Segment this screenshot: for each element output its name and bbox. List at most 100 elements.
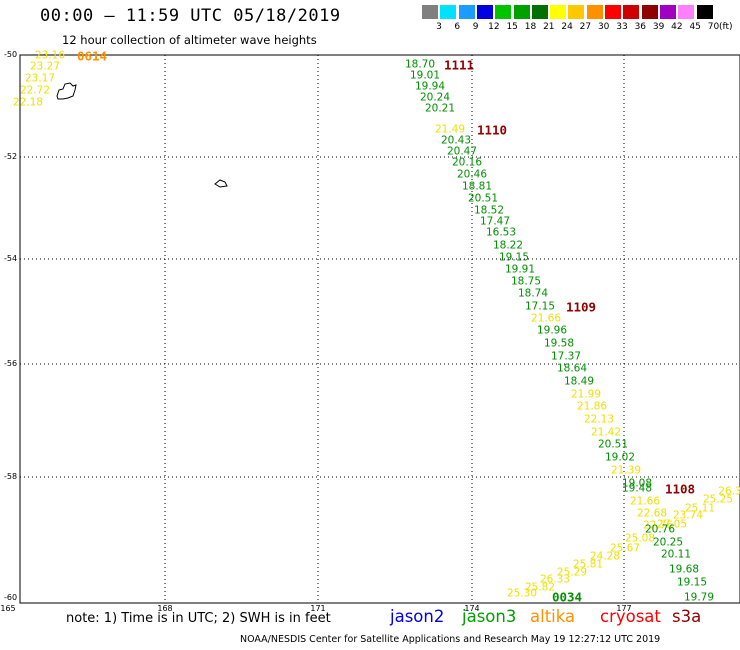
legend-level: 18 — [524, 22, 537, 32]
wave-height-value: 25.67 — [609, 542, 641, 555]
legend-swatch — [422, 5, 438, 19]
legend-swatch — [495, 5, 512, 19]
bounty-rock — [214, 179, 228, 188]
longitude-label: 168 — [157, 604, 173, 613]
wave-height-value: 20.46 — [456, 168, 488, 181]
wave-height-value: 21.42 — [590, 426, 622, 439]
latitude-label: -50 — [4, 50, 18, 59]
wave-height-value: 22.18 — [12, 96, 44, 109]
legend-unit: (ft) — [719, 22, 733, 32]
wave-height-value: 25.11 — [684, 502, 716, 515]
wave-height-value: 20.43 — [440, 134, 472, 147]
wave-height-value: 19.91 — [504, 263, 536, 276]
wave-height-value: 18.22 — [492, 239, 524, 252]
legend-swatch — [678, 5, 695, 19]
wave-height-value: 18.75 — [510, 275, 542, 288]
wave-height-value: 27.05 — [656, 518, 688, 531]
wave-height-value: 19.01 — [409, 69, 441, 82]
legend-level: 3 — [436, 22, 442, 32]
satellite-name: jason2 — [390, 607, 445, 626]
graticule — [20, 55, 740, 603]
wave-height-value: 23.17 — [24, 72, 56, 85]
longitude-label: 177 — [616, 604, 632, 613]
wave-height-value: 19.96 — [536, 324, 568, 337]
legend-level: 70 — [707, 22, 720, 32]
wave-height-value: 20.51 — [597, 438, 629, 451]
wave-height-value: 22.72 — [19, 84, 51, 97]
legend-swatch — [513, 5, 530, 19]
pass-time-label: 0034 — [551, 589, 583, 605]
wave-height-value: 23.74 — [672, 509, 704, 522]
wave-height-value: 22.13 — [583, 413, 615, 426]
wave-height-value: 23.27 — [29, 60, 61, 73]
legend-level: 12 — [488, 22, 500, 32]
legend-swatch — [458, 5, 475, 19]
satellite-name: cryosat — [600, 607, 661, 626]
wave-height-value: 25.30 — [506, 587, 538, 600]
wave-height-value: 22.76 — [642, 519, 674, 532]
legend-level: 24 — [561, 22, 573, 32]
wave-height-value: 26.33 — [539, 573, 571, 586]
wave-height-value: 17.15 — [524, 300, 556, 313]
legend-level: 6 — [454, 22, 461, 32]
islet-outline — [214, 179, 228, 188]
map-frame — [19, 54, 740, 604]
latitude-label: -60 — [4, 593, 18, 602]
pass-time-label: 1111 — [443, 57, 475, 73]
pass-time-label: 1110 — [476, 122, 508, 138]
wave-height-value: 18.70 — [404, 58, 436, 71]
wave-height-value: 20.47 — [446, 145, 478, 158]
island-outline — [56, 82, 77, 100]
legend-level: 45 — [689, 22, 701, 32]
satellite-name: s3a — [672, 607, 702, 626]
wave-height-value: 21.86 — [576, 400, 608, 413]
legend-swatch — [550, 5, 567, 19]
wave-height-value: 21.99 — [570, 388, 602, 401]
wave-height-value: 26.3 — [718, 485, 740, 498]
satellite-name: jason3 — [462, 607, 517, 626]
wave-height-value: 19.58 — [543, 337, 575, 350]
legend-swatch — [696, 5, 713, 19]
wave-height-value: 20.25 — [652, 536, 684, 549]
longitude-label: 174 — [464, 604, 480, 613]
wave-height-value: 20.24 — [419, 91, 451, 104]
wave-height-value: 25.25 — [702, 493, 734, 506]
legend-swatch — [440, 5, 457, 19]
legend-level: 42 — [671, 22, 683, 32]
wave-height-value: 25.82 — [524, 581, 556, 594]
wave-height-value: 20.21 — [424, 102, 456, 115]
wave-height-value: 19.79 — [683, 591, 715, 604]
wave-height-value: 25.08 — [624, 532, 656, 545]
wave-height-value: 25.81 — [572, 558, 604, 571]
wave-height-value: 18.81 — [461, 180, 493, 193]
legend-level: 21 — [543, 22, 555, 32]
latitude-label: -52 — [4, 152, 18, 161]
wave-height-value: 19.02 — [604, 451, 636, 464]
legend-level: 39 — [652, 22, 665, 32]
wave-height-value: 16.53 — [485, 226, 517, 239]
wave-height-value: 24.28 — [589, 550, 621, 563]
satellite-name: altika — [530, 607, 576, 626]
legend-swatch — [586, 5, 603, 19]
legend-swatch — [476, 5, 493, 19]
wave-height-value: 21.39 — [610, 464, 642, 477]
longitude-label: 171 — [310, 604, 326, 613]
wave-height-value: 19.08 — [621, 477, 653, 490]
legend-level: 27 — [579, 22, 592, 32]
wave-height-value: 18.49 — [563, 375, 595, 388]
legend-swatch — [531, 5, 548, 19]
legend-swatch — [605, 5, 621, 19]
wave-height-value: 20.51 — [467, 192, 499, 205]
wave-height-value: 20.16 — [451, 156, 483, 169]
pass-time-label: 1109 — [565, 299, 597, 315]
legend-level: 33 — [616, 22, 628, 32]
wave-height-value: 25.29 — [556, 566, 588, 579]
wave-height-value: 17.47 — [479, 215, 511, 228]
latitude-label: -54 — [4, 254, 18, 263]
wave-height-value: 19.15 — [676, 576, 708, 589]
latitude-label: -58 — [4, 472, 18, 481]
wave-height-value: 17.37 — [550, 350, 582, 363]
legend-level: 9 — [472, 22, 479, 32]
wave-height-value: 19.94 — [414, 80, 446, 93]
